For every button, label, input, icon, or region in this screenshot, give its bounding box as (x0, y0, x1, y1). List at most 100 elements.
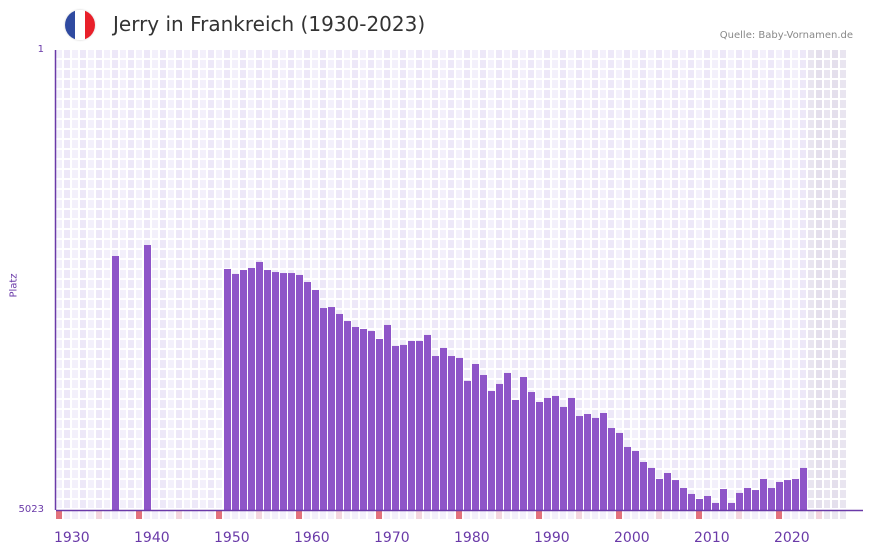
grid-cell (496, 300, 502, 308)
grid-cell (536, 310, 542, 318)
grid-cell (200, 250, 206, 258)
grid-cell (152, 120, 158, 128)
grid-cell (64, 470, 70, 478)
grid-cell (104, 210, 110, 218)
grid-cell (688, 350, 694, 358)
grid-cell (536, 240, 542, 248)
grid-cell (176, 430, 182, 438)
grid-cell (728, 110, 734, 118)
grid-cell (760, 430, 766, 438)
grid-cell (816, 290, 822, 298)
grid-cell (592, 130, 598, 138)
grid-cell (440, 80, 446, 88)
grid-cell (704, 210, 710, 218)
grid-cell (632, 220, 638, 228)
grid-cell (576, 160, 582, 168)
grid-cell (104, 240, 110, 248)
grid-cell (440, 200, 446, 208)
grid-cell (832, 250, 838, 258)
grid-cell (568, 230, 574, 238)
grid-cell (816, 110, 822, 118)
grid-cell (512, 100, 518, 108)
grid-cell (824, 60, 830, 68)
grid-cell (480, 260, 486, 268)
grid-cell (640, 300, 646, 308)
grid-cell (208, 60, 214, 68)
grid-cell (824, 100, 830, 108)
grid-cell (552, 370, 558, 378)
grid-cell (744, 350, 750, 358)
y-tick-top: 1 (37, 44, 44, 55)
grid-cell (80, 300, 86, 308)
grid-cell (480, 230, 486, 238)
grid-cell (128, 60, 134, 68)
grid-cell (760, 140, 766, 148)
grid-cell (696, 110, 702, 118)
bar-1979 (448, 356, 455, 510)
grid-cell (432, 160, 438, 168)
grid-cell (616, 400, 622, 408)
grid-cell (648, 150, 654, 158)
grid-cell (680, 370, 686, 378)
grid-cell (584, 270, 590, 278)
grid-cell (320, 190, 326, 198)
grid-cell (696, 470, 702, 478)
grid-cell (416, 60, 422, 68)
grid-cell (176, 270, 182, 278)
grid-cell (688, 210, 694, 218)
year-marker (256, 511, 262, 519)
grid-cell (488, 80, 494, 88)
grid-cell (784, 110, 790, 118)
grid-cell (400, 110, 406, 118)
grid-cell (64, 260, 70, 268)
grid-cell (152, 380, 158, 388)
grid-cell (712, 80, 718, 88)
grid-cell (64, 60, 70, 68)
grid-cell (200, 130, 206, 138)
grid-cell (488, 280, 494, 288)
grid-cell (288, 180, 294, 188)
grid-cell (648, 200, 654, 208)
grid-cell (768, 400, 774, 408)
grid-cell (720, 150, 726, 158)
grid-cell (504, 200, 510, 208)
grid-cell (744, 360, 750, 368)
grid-cell (160, 340, 166, 348)
grid-cell (664, 350, 670, 358)
grid-cell (272, 210, 278, 218)
grid-cell (528, 50, 534, 58)
grid-cell (624, 210, 630, 218)
grid-cell (488, 150, 494, 158)
grid-cell (88, 90, 94, 98)
bar-1992 (552, 395, 559, 510)
source-link[interactable]: Quelle: Baby-Vornamen.de (719, 30, 853, 41)
grid-cell (528, 220, 534, 228)
grid-cell (448, 60, 454, 68)
grid-cell (400, 190, 406, 198)
grid-cell (576, 50, 582, 58)
grid-cell (440, 240, 446, 248)
grid-cell (136, 50, 142, 58)
grid-cell (680, 100, 686, 108)
grid-cell (648, 230, 654, 238)
year-marker (760, 511, 766, 519)
grid-cell (696, 490, 702, 498)
grid-cell (688, 250, 694, 258)
grid-cell (672, 390, 678, 398)
grid-cell (384, 170, 390, 178)
grid-cell (792, 130, 798, 138)
grid-cell (104, 290, 110, 298)
grid-cell (296, 110, 302, 118)
grid-cell (440, 60, 446, 68)
grid-cell (200, 290, 206, 298)
grid-cell (304, 90, 310, 98)
grid-cell (64, 110, 70, 118)
grid-cell (352, 250, 358, 258)
grid-cell (776, 90, 782, 98)
grid-cell (568, 370, 574, 378)
grid-cell (760, 370, 766, 378)
grid-cell (496, 90, 502, 98)
grid-cell (80, 210, 86, 218)
grid-cell (56, 480, 62, 488)
grid-cell (152, 60, 158, 68)
